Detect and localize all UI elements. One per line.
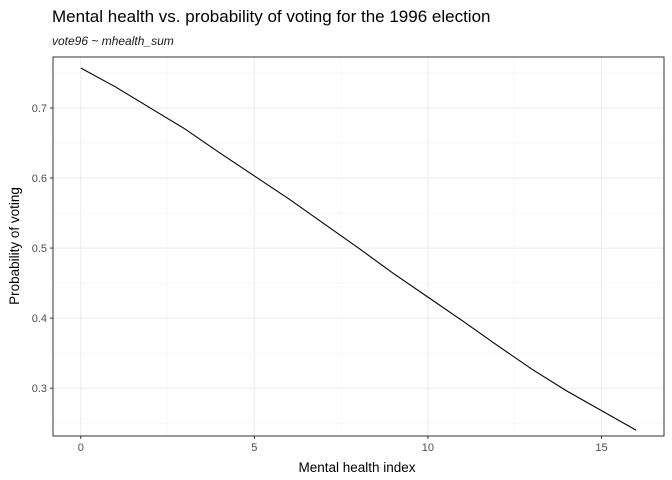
y-tick-label: 0.4 — [32, 313, 47, 325]
x-tick-label: 10 — [422, 442, 434, 454]
x-tick-label: 0 — [78, 442, 84, 454]
y-tick-label: 0.7 — [32, 103, 47, 115]
x-tick-label: 5 — [251, 442, 257, 454]
y-tick-label: 0.6 — [32, 173, 47, 185]
chart-subtitle: vote96 ~ mhealth_sum — [52, 34, 174, 48]
series-line — [80, 67, 637, 431]
x-tick-label: 15 — [595, 442, 607, 454]
y-tick-label: 0.5 — [32, 243, 47, 255]
y-tick-label: 0.3 — [32, 383, 47, 395]
panel-border — [52, 56, 665, 437]
chart-title: Mental health vs. probability of voting … — [52, 7, 491, 26]
x-axis-title: Mental health index — [298, 460, 415, 475]
y-axis-title: Probability of voting — [7, 187, 22, 305]
plot-area: 0 5 10 15 0.3 0.4 0.5 0.6 0.7 — [32, 56, 665, 454]
